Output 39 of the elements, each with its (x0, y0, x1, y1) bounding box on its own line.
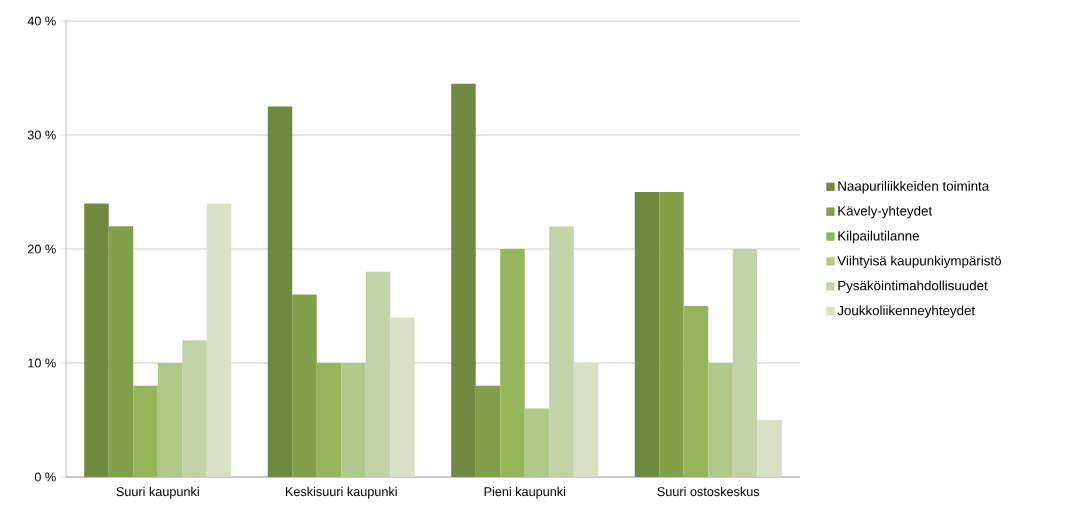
bar (732, 249, 758, 477)
bar (316, 363, 342, 477)
bar (84, 203, 109, 477)
legend-label: Viihtyisä kaupunkiympäristö (837, 255, 1001, 269)
legend-label: Pysäköintimahdollisuudet (838, 280, 988, 293)
bar (683, 306, 709, 477)
bar (341, 363, 366, 477)
legend-label: Joukkoliikenneyhteydet (837, 305, 976, 318)
legend-label: Kävely-yhteydet (838, 205, 933, 219)
bar (634, 192, 660, 477)
legend-label: Kilpailutilanne (838, 230, 919, 244)
x-tick-label: Suuri ostoskeskus (657, 486, 760, 497)
bar (206, 203, 232, 477)
bar (133, 385, 158, 477)
bar (157, 363, 183, 477)
bar (267, 106, 293, 477)
legend-label: Naapuriliikkeiden toiminta (838, 180, 990, 194)
bar (708, 363, 733, 477)
bar (451, 83, 476, 477)
y-tick-label: 10 % (28, 358, 56, 368)
bar (475, 385, 501, 477)
bar (390, 317, 415, 477)
bar (757, 420, 782, 477)
bar (659, 192, 684, 477)
y-tick-label: 40 % (27, 16, 56, 26)
bar (365, 271, 391, 477)
y-tick-label: 0 % (34, 472, 56, 482)
bar (549, 226, 574, 477)
bar (500, 249, 525, 477)
bar (524, 408, 550, 477)
bar (182, 340, 207, 477)
x-tick-label: Keskisuuri kaupunki (285, 486, 397, 499)
y-tick-label: 20 % (27, 244, 56, 254)
y-tick-label: 30 % (27, 130, 56, 140)
x-tick-label: Pieni kaupunki (484, 486, 566, 499)
bar (108, 226, 134, 477)
x-tick-label: Suuri kaupunki (116, 486, 199, 499)
bar (573, 363, 599, 477)
bar (292, 294, 317, 477)
